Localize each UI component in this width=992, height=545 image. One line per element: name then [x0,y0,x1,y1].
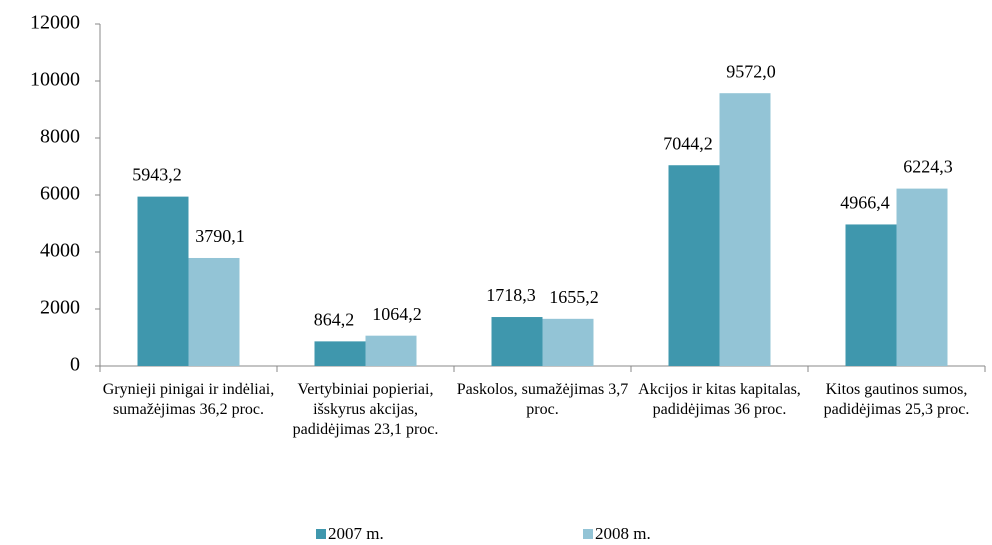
bar [668,165,720,366]
bar [314,341,366,366]
value-label: 5943,2 [132,165,182,185]
legend-label: 2008 m. [595,524,651,543]
value-label: 4966,4 [840,193,890,213]
y-tick-label: 2000 [40,297,80,319]
value-label: 1655,2 [549,287,599,307]
value-label: 1718,3 [486,285,536,305]
y-tick-label: 4000 [40,240,80,262]
value-label: 7044,2 [663,133,713,153]
x-tick-label: Akcijos ir kitas kapitalas, padidėjimas … [638,381,801,418]
y-tick-label: 0 [70,354,80,376]
bar [137,196,189,366]
y-tick-label: 8000 [40,126,80,148]
legend-swatch [583,529,593,539]
x-tick-label: Kitos gautinos sumos, padidėjimas 25,3 p… [823,381,970,418]
y-tick-label: 12000 [30,12,80,34]
x-tick-label: Grynieji pinigai ir indėliai, sumažėjima… [102,381,275,418]
value-label: 1064,2 [372,304,422,324]
bar [896,188,948,366]
bar [188,257,240,366]
value-label: 3790,1 [195,226,245,246]
bar [365,335,417,366]
x-tick-label: Vertybiniai popieriai, išskyrus akcijas,… [292,381,439,438]
legend-swatch [316,529,326,539]
bar [845,224,897,366]
bar [542,318,594,366]
value-label: 6224,3 [903,157,953,177]
value-label: 9572,0 [726,61,776,81]
x-tick-label: Paskolos, sumažėjimas 3,7 proc. [456,381,629,418]
y-tick-label: 10000 [30,69,80,91]
y-tick-label: 6000 [40,183,80,205]
bar [719,93,771,366]
value-label: 864,2 [314,309,355,329]
legend-label: 2007 m. [328,524,384,543]
bar [491,317,543,366]
